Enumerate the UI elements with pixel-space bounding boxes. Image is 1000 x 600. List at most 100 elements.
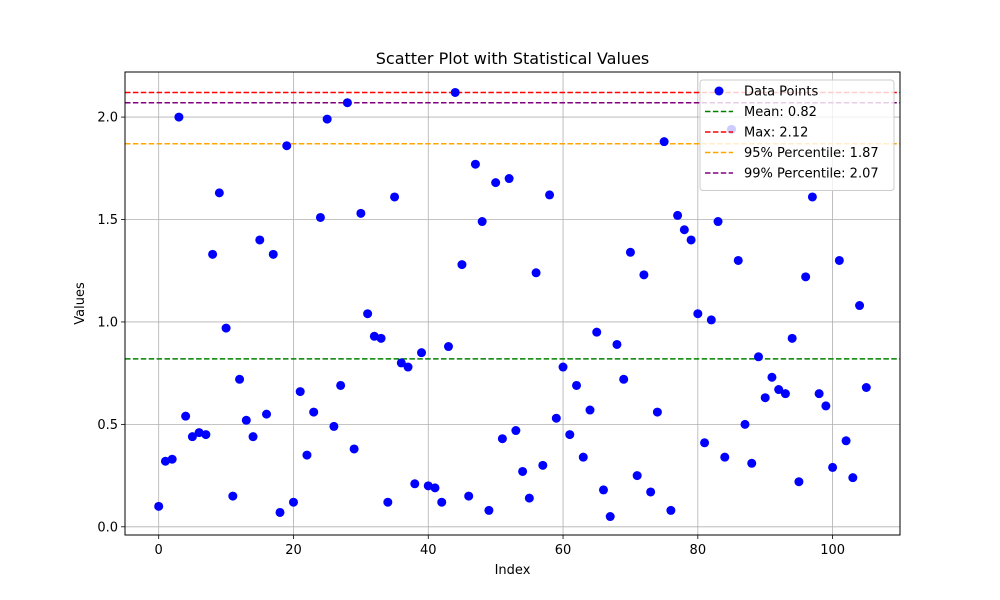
data-point (821, 401, 831, 411)
data-point (693, 309, 703, 319)
data-point (315, 212, 325, 222)
data-point (288, 497, 298, 507)
data-point (349, 444, 359, 454)
x-tick-label: 80 (690, 543, 707, 558)
data-point (700, 438, 710, 448)
data-point (403, 362, 413, 372)
data-point (733, 255, 743, 265)
data-point (457, 260, 467, 270)
y-tick-label: 1.5 (97, 213, 118, 228)
data-point (390, 192, 400, 202)
data-point (484, 505, 494, 515)
data-point (464, 491, 474, 501)
data-point (430, 483, 440, 493)
data-point (592, 327, 602, 337)
data-point (167, 454, 177, 464)
data-point (437, 497, 447, 507)
data-point (794, 477, 804, 487)
data-point (632, 471, 642, 481)
data-point (524, 493, 534, 503)
x-tick-label: 20 (285, 543, 302, 558)
data-point (504, 174, 514, 184)
data-point (443, 342, 453, 352)
data-point (531, 268, 541, 278)
data-point (275, 507, 285, 517)
legend-label: Mean: 0.82 (744, 105, 817, 120)
data-point (706, 315, 716, 325)
data-point (774, 385, 784, 395)
x-tick-label: 40 (420, 543, 437, 558)
data-point (578, 452, 588, 462)
data-point (747, 458, 757, 468)
data-point (861, 382, 871, 392)
data-point (295, 387, 305, 397)
data-point (450, 87, 460, 97)
data-point (282, 141, 292, 151)
data-point (235, 374, 245, 384)
x-tick-label: 0 (155, 543, 163, 558)
data-point (363, 309, 373, 319)
data-point (848, 473, 858, 483)
data-point (659, 137, 669, 147)
data-point (497, 434, 507, 444)
data-point (834, 255, 844, 265)
data-point (329, 421, 339, 431)
data-point (814, 389, 824, 399)
reference-lines (125, 91, 900, 360)
y-axis-label: Values (73, 282, 88, 325)
data-point (720, 452, 730, 462)
data-point (673, 210, 683, 220)
data-point (585, 405, 595, 415)
plot-frame (124, 71, 901, 536)
x-axis-ticks: 0 20 40 60 80 100 (155, 535, 845, 558)
data-point (572, 380, 582, 390)
data-point (807, 192, 817, 202)
data-point (558, 362, 568, 372)
data-point (383, 497, 393, 507)
data-point (713, 217, 723, 227)
data-point (214, 188, 224, 198)
legend: Data Points Mean: 0.82 Max: 2.12 95% Percen… (699, 79, 895, 191)
data-point (491, 178, 501, 188)
data-point (309, 407, 319, 417)
x-axis-label: Index (495, 563, 531, 578)
data-point (841, 436, 851, 446)
data-point (767, 372, 777, 382)
data-point (262, 409, 272, 419)
data-point (376, 333, 386, 343)
data-point (780, 389, 790, 399)
data-point (652, 407, 662, 417)
data-point (470, 159, 480, 169)
data-point (396, 358, 406, 368)
data-point (801, 272, 811, 282)
data-point (174, 112, 184, 122)
data-point (248, 432, 258, 442)
data-point (619, 374, 629, 384)
y-tick-label: 0.5 (97, 418, 118, 433)
data-point (342, 98, 352, 108)
data-point (417, 348, 427, 358)
data-point (545, 190, 555, 200)
data-point (679, 225, 689, 235)
data-point (302, 450, 312, 460)
data-point (605, 512, 615, 522)
data-point (322, 114, 332, 124)
data-point (855, 301, 865, 311)
x-tick-label: 100 (820, 543, 845, 558)
data-point (639, 270, 649, 280)
data-point (753, 352, 763, 362)
data-point (228, 491, 238, 501)
data-point (268, 249, 278, 259)
legend-marker (714, 86, 724, 96)
x-tick-label: 60 (555, 543, 572, 558)
y-tick-label: 1.0 (97, 315, 118, 330)
legend-box (699, 79, 895, 191)
data-point (646, 487, 656, 497)
legend-label: Max: 2.12 (744, 126, 808, 141)
data-points (154, 87, 871, 522)
data-point (221, 323, 231, 333)
data-point (154, 501, 164, 511)
data-point (551, 413, 561, 423)
data-point (828, 462, 838, 472)
